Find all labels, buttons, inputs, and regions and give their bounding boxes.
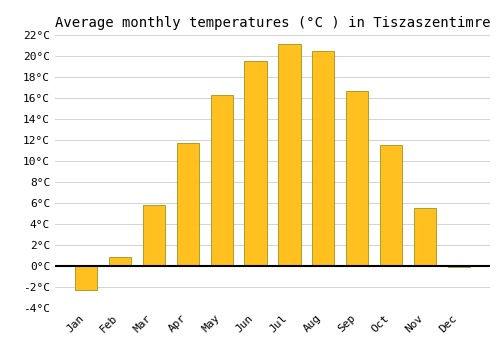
Bar <box>278 44 300 266</box>
Bar <box>108 257 131 266</box>
Bar <box>75 266 97 290</box>
Bar <box>414 208 436 266</box>
Bar <box>176 143 199 266</box>
Bar <box>346 91 368 266</box>
Bar <box>210 95 233 266</box>
Bar <box>142 205 165 266</box>
Bar <box>244 61 266 266</box>
Title: Average monthly temperatures (°C ) in Tiszaszentimre: Average monthly temperatures (°C ) in Ti… <box>55 16 490 30</box>
Bar <box>448 266 470 267</box>
Bar <box>380 145 402 266</box>
Bar <box>312 51 334 266</box>
